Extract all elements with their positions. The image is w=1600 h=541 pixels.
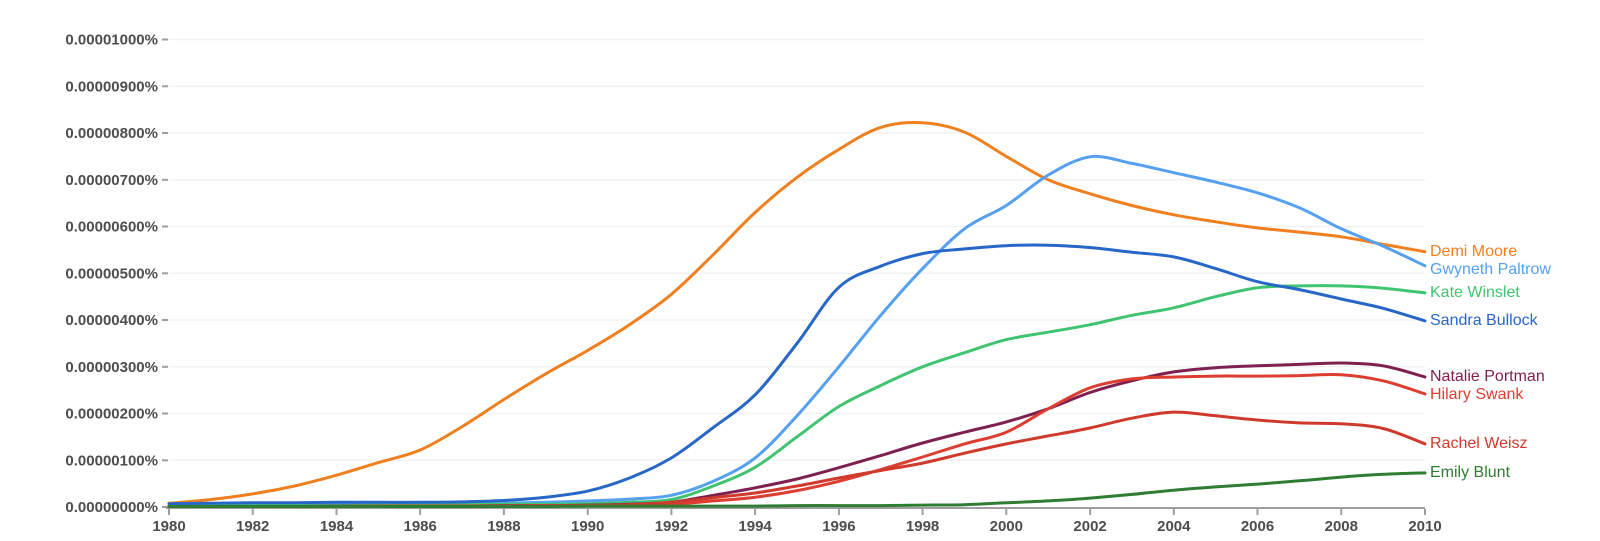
y-axis-label: 0.00000400%: [65, 312, 158, 329]
x-axis-label: 1992: [655, 518, 688, 535]
x-axis-label: 1994: [738, 518, 772, 535]
x-axis-label: 2004: [1157, 518, 1191, 535]
series-line-sandra-bullock[interactable]: [167, 243, 1427, 506]
x-axis-label: 1980: [152, 518, 185, 535]
y-axis-label: 0.00000700%: [65, 172, 158, 189]
y-axis-label: 0.00000300%: [65, 359, 158, 376]
series-label-sandra-bullock[interactable]: Sandra Bullock: [1430, 311, 1538, 329]
series-label-demi-moore[interactable]: Demi Moore: [1430, 242, 1518, 260]
y-axis-label: 0.00000500%: [65, 265, 158, 282]
x-axis-label: 2006: [1241, 518, 1274, 535]
x-axis-label: 1984: [320, 518, 354, 535]
x-axis-label: 1988: [487, 518, 520, 535]
series-line-demi-moore[interactable]: [167, 120, 1427, 505]
y-axis-label: 0.00000200%: [65, 406, 158, 423]
y-axis-label: 0.00001000%: [65, 32, 158, 49]
series-label-gwyneth-paltrow[interactable]: Gwyneth Paltrow: [1430, 260, 1551, 278]
series-label-rachel-weisz[interactable]: Rachel Weisz: [1430, 434, 1528, 452]
y-axis-label: 0.00000800%: [65, 125, 158, 142]
x-axis-label: 1998: [906, 518, 939, 535]
x-axis-label: 1982: [236, 518, 269, 535]
x-axis-label: 2008: [1325, 518, 1358, 535]
series-label-kate-winslet[interactable]: Kate Winslet: [1430, 283, 1520, 301]
x-axis-label: 2000: [990, 518, 1023, 535]
y-axis-label: 0.00000000%: [65, 499, 158, 516]
x-axis-label: 2010: [1408, 518, 1441, 535]
series-label-natalie-portman[interactable]: Natalie Portman: [1430, 368, 1545, 385]
series-line-emily-blunt[interactable]: [167, 471, 1427, 509]
y-axis-label: 0.00000100%: [65, 452, 158, 469]
series-line-kate-winslet[interactable]: [167, 284, 1427, 508]
x-axis-label: 2002: [1073, 518, 1106, 535]
series-line-rachel-weisz[interactable]: [167, 410, 1427, 509]
y-axis-label: 0.00000600%: [65, 219, 158, 236]
series-label-emily-blunt[interactable]: Emily Blunt: [1430, 463, 1511, 481]
series-label-hilary-swank[interactable]: Hilary Swank: [1430, 386, 1524, 403]
series-line-gwyneth-paltrow[interactable]: [167, 154, 1427, 508]
y-axis-label: 0.00000900%: [65, 78, 158, 95]
x-axis-label: 1996: [822, 518, 855, 535]
x-axis-label: 1990: [571, 518, 604, 535]
x-axis-label: 1986: [404, 518, 437, 535]
